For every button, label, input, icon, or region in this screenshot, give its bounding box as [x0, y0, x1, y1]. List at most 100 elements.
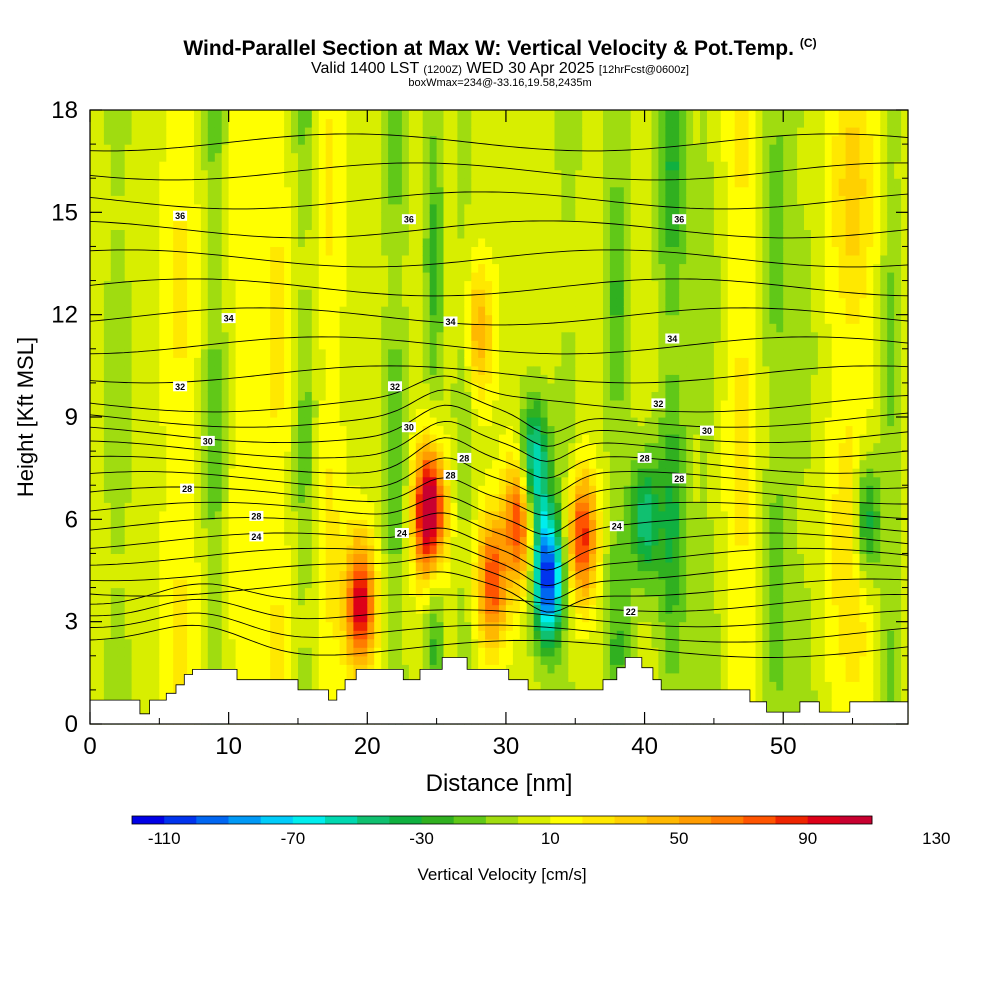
- w-cell: [450, 237, 458, 247]
- w-cell: [214, 604, 223, 614]
- w-cell: [249, 459, 257, 469]
- w-cell: [505, 212, 514, 222]
- w-cell: [429, 613, 438, 623]
- w-cell: [318, 502, 327, 512]
- w-cell: [408, 331, 417, 341]
- w-cell: [381, 365, 389, 375]
- w-cell: [519, 220, 528, 230]
- w-cell: [96, 237, 105, 247]
- w-cell: [138, 638, 146, 648]
- w-cell: [499, 664, 507, 674]
- w-cell: [270, 485, 278, 495]
- w-cell: [291, 255, 299, 265]
- w-cell: [505, 527, 514, 537]
- w-cell: [554, 263, 562, 273]
- w-cell: [214, 135, 223, 145]
- w-cell: [339, 382, 348, 392]
- w-cell: [152, 451, 160, 461]
- w-cell: [512, 297, 521, 307]
- w-cell: [401, 502, 410, 512]
- w-cell: [422, 144, 431, 154]
- w-cell: [194, 536, 202, 546]
- w-cell: [311, 161, 320, 171]
- w-cell: [256, 399, 264, 409]
- w-cell: [464, 306, 472, 316]
- w-cell: [505, 417, 514, 427]
- w-cell: [415, 647, 424, 657]
- w-cell: [478, 442, 486, 452]
- w-cell: [304, 272, 313, 282]
- w-cell: [526, 220, 535, 230]
- w-cell: [408, 289, 417, 299]
- w-cell: [103, 596, 112, 606]
- w-cell: [131, 579, 140, 589]
- w-cell: [519, 604, 528, 614]
- w-cell: [270, 408, 278, 418]
- w-cell: [263, 468, 271, 478]
- w-cell: [533, 152, 542, 162]
- w-cell: [353, 502, 361, 512]
- w-cell: [533, 237, 542, 247]
- w-cell: [339, 485, 348, 495]
- w-cell: [207, 289, 216, 299]
- w-cell: [415, 314, 424, 324]
- w-cell: [311, 451, 320, 461]
- w-cell: [478, 365, 486, 375]
- w-cell: [173, 203, 181, 213]
- w-cell: [519, 110, 528, 120]
- w-cell: [124, 110, 133, 120]
- w-cell: [90, 425, 98, 435]
- w-cell: [464, 161, 472, 171]
- w-cell: [110, 510, 119, 520]
- w-cell: [311, 442, 320, 452]
- w-cell: [471, 229, 479, 239]
- w-cell: [173, 272, 181, 282]
- w-cell: [374, 246, 382, 256]
- w-cell: [443, 220, 451, 230]
- w-cell: [325, 203, 334, 213]
- w-cell: [388, 408, 396, 418]
- w-cell: [360, 570, 368, 580]
- w-cell: [235, 144, 244, 154]
- w-cell: [478, 212, 486, 222]
- w-cell: [304, 459, 313, 469]
- w-cell: [388, 212, 396, 222]
- w-cell: [117, 459, 126, 469]
- w-cell: [492, 323, 500, 333]
- w-cell: [401, 110, 410, 120]
- w-cell: [519, 493, 528, 503]
- w-cell: [207, 527, 216, 537]
- w-cell: [401, 357, 410, 367]
- w-cell: [505, 144, 514, 154]
- w-cell: [519, 178, 528, 188]
- w-cell: [540, 391, 549, 401]
- w-cell: [346, 272, 354, 282]
- w-cell: [110, 408, 119, 418]
- w-cell: [131, 476, 140, 486]
- w-cell: [152, 306, 160, 316]
- w-cell: [187, 229, 195, 239]
- w-cell: [478, 280, 486, 290]
- w-cell: [277, 331, 285, 341]
- w-cell: [485, 596, 493, 606]
- w-cell: [471, 289, 479, 299]
- w-cell: [519, 186, 528, 196]
- w-cell: [214, 255, 223, 265]
- w-cell: [395, 237, 403, 247]
- w-cell: [152, 536, 160, 546]
- w-cell: [159, 672, 167, 682]
- w-cell: [152, 186, 160, 196]
- w-cell: [436, 485, 445, 495]
- w-cell: [200, 289, 209, 299]
- w-cell: [339, 323, 348, 333]
- w-cell: [270, 272, 278, 282]
- w-cell: [499, 468, 507, 478]
- w-cell: [346, 434, 354, 444]
- w-cell: [124, 442, 133, 452]
- w-cell: [138, 340, 146, 350]
- w-cell: [291, 110, 299, 120]
- w-cell: [166, 127, 174, 137]
- w-cell: [332, 647, 341, 657]
- w-cell: [360, 178, 368, 188]
- w-cell: [180, 527, 188, 537]
